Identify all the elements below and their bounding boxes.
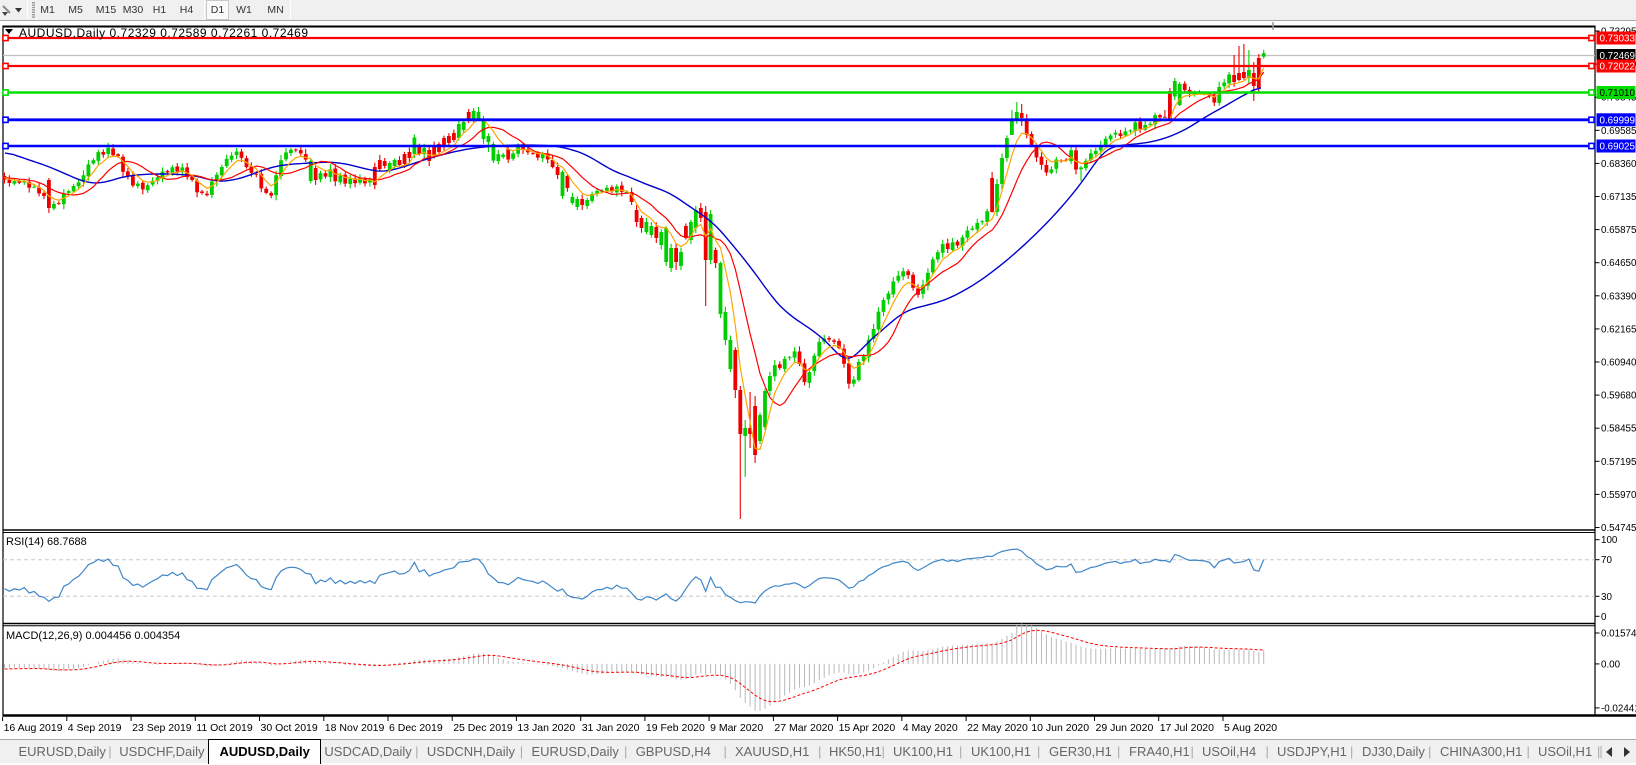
svg-text:25 Dec 2019: 25 Dec 2019 <box>453 722 513 734</box>
svg-text:31 Jan 2020: 31 Jan 2020 <box>582 722 640 734</box>
svg-text:10 Jun 2020: 10 Jun 2020 <box>1031 722 1089 734</box>
svg-text:22 May 2020: 22 May 2020 <box>967 722 1028 734</box>
svg-text:70: 70 <box>1601 555 1612 566</box>
svg-text:16 Aug 2019: 16 Aug 2019 <box>4 722 63 734</box>
svg-text:MACD(12,26,9) 0.004456 0.00435: MACD(12,26,9) 0.004456 0.004354 <box>6 630 180 642</box>
svg-text:0.68360: 0.68360 <box>1601 159 1636 170</box>
svg-text:13 Jan 2020: 13 Jan 2020 <box>517 722 575 734</box>
svg-text:18 Nov 2019: 18 Nov 2019 <box>325 722 385 734</box>
svg-text:0.69585: 0.69585 <box>1601 126 1636 137</box>
svg-text:0.57195: 0.57195 <box>1601 457 1636 468</box>
svg-text:0.71010: 0.71010 <box>1600 88 1636 99</box>
svg-text:0.73033: 0.73033 <box>1600 34 1636 45</box>
svg-text:0.69999: 0.69999 <box>1600 115 1635 126</box>
svg-text:0.00: 0.00 <box>1601 659 1621 670</box>
svg-text:0.72469: 0.72469 <box>1600 51 1635 62</box>
svg-text:4 Sep 2019: 4 Sep 2019 <box>68 722 122 734</box>
svg-text:0.60940: 0.60940 <box>1601 358 1636 369</box>
svg-text:5 Aug 2020: 5 Aug 2020 <box>1224 722 1277 734</box>
svg-text:AUDUSD,Daily 0.72329 0.72589: AUDUSD,Daily 0.72329 0.72589 0.72261 0.7… <box>19 26 309 40</box>
svg-text:6 Dec 2019: 6 Dec 2019 <box>389 722 443 734</box>
svg-text:0.72022: 0.72022 <box>1600 62 1635 73</box>
svg-text:29 Jun 2020: 29 Jun 2020 <box>1096 722 1154 734</box>
svg-text:0.59680: 0.59680 <box>1601 391 1636 402</box>
svg-text:19 Feb 2020: 19 Feb 2020 <box>646 722 705 734</box>
svg-text:0.62165: 0.62165 <box>1601 324 1636 335</box>
svg-text:17 Jul 2020: 17 Jul 2020 <box>1160 722 1214 734</box>
svg-text:9 Mar 2020: 9 Mar 2020 <box>710 722 763 734</box>
svg-text:0.015741: 0.015741 <box>1601 629 1636 640</box>
svg-text:30 Oct 2019: 30 Oct 2019 <box>261 722 318 734</box>
svg-text:30: 30 <box>1601 592 1612 603</box>
svg-text:0.69025: 0.69025 <box>1600 142 1636 153</box>
svg-text:4 May 2020: 4 May 2020 <box>903 722 958 734</box>
svg-text:0.65875: 0.65875 <box>1601 225 1636 236</box>
svg-text:0: 0 <box>1601 612 1607 623</box>
svg-text:100: 100 <box>1601 535 1618 546</box>
svg-text:0.55970: 0.55970 <box>1601 490 1636 501</box>
svg-text:0.64650: 0.64650 <box>1601 258 1636 269</box>
svg-text:15 Apr 2020: 15 Apr 2020 <box>839 722 896 734</box>
svg-text:0.58455: 0.58455 <box>1601 424 1636 435</box>
svg-text:0.63390: 0.63390 <box>1601 291 1636 302</box>
svg-text:0.67135: 0.67135 <box>1601 192 1636 203</box>
svg-text:RSI(14) 68.7688: RSI(14) 68.7688 <box>6 536 87 548</box>
svg-text:0.54745: 0.54745 <box>1601 523 1636 534</box>
svg-text:23 Sep 2019: 23 Sep 2019 <box>132 722 192 734</box>
svg-text:27 Mar 2020: 27 Mar 2020 <box>774 722 833 734</box>
svg-text:-0.024412: -0.024412 <box>1601 703 1636 714</box>
svg-text:11 Oct 2019: 11 Oct 2019 <box>196 722 253 734</box>
